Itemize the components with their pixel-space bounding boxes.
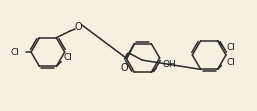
Text: O: O [121, 63, 128, 73]
Text: Cl: Cl [226, 43, 235, 52]
Text: O: O [74, 22, 82, 32]
Text: Cl: Cl [10, 48, 19, 57]
Text: Cl: Cl [63, 53, 72, 62]
Text: OH: OH [162, 60, 176, 69]
Text: Cl: Cl [226, 58, 235, 67]
